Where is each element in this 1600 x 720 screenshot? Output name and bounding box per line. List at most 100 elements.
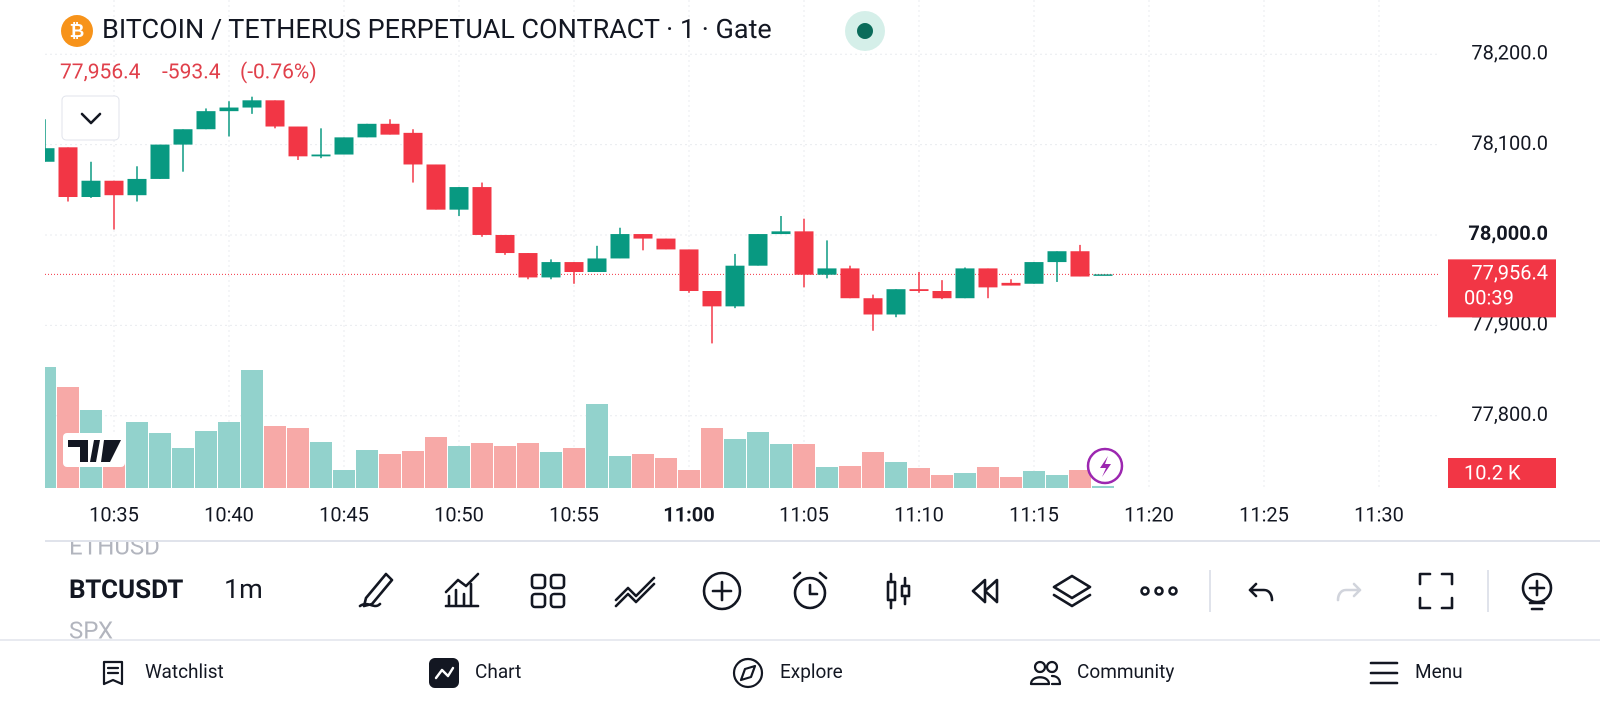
more[interactable] bbox=[1140, 586, 1178, 596]
candle-body bbox=[541, 262, 561, 278]
volume-bar bbox=[402, 451, 424, 488]
candle-body bbox=[978, 268, 998, 288]
volume-bar bbox=[45, 367, 56, 488]
add[interactable] bbox=[702, 571, 742, 611]
candle-body bbox=[58, 147, 78, 198]
candle-body bbox=[633, 234, 653, 239]
x-tick-label: 11:10 bbox=[894, 502, 944, 526]
volume-bar bbox=[494, 446, 516, 488]
volume-bar bbox=[977, 467, 999, 488]
x-tick-label: 11:05 bbox=[779, 502, 829, 526]
coin-icon bbox=[61, 15, 93, 47]
x-tick-label: 10:55 bbox=[549, 502, 599, 526]
volume-bar bbox=[931, 475, 953, 488]
candle-body bbox=[955, 268, 975, 299]
candle-body bbox=[886, 289, 906, 315]
nav-label: Menu bbox=[1415, 660, 1463, 683]
volume-bar bbox=[908, 468, 930, 488]
nav-community[interactable]: Community bbox=[1029, 660, 1174, 686]
volume-bar bbox=[954, 473, 976, 488]
volume-bar bbox=[839, 466, 861, 488]
layouts[interactable] bbox=[530, 573, 566, 609]
candle-body bbox=[472, 187, 492, 235]
nav-chart[interactable]: Chart bbox=[429, 658, 521, 688]
x-tick-label: 10:50 bbox=[434, 502, 484, 526]
volume-bar bbox=[632, 454, 654, 488]
interval[interactable]: 1m bbox=[224, 573, 263, 605]
x-tick-label: 11:30 bbox=[1354, 502, 1404, 526]
volume-bar bbox=[540, 452, 562, 488]
volume-bar bbox=[701, 428, 723, 488]
symbol-title[interactable]: BITCOIN / TETHERUS PERPETUAL CONTRACT · … bbox=[102, 13, 772, 45]
candle-body bbox=[104, 180, 124, 196]
replay[interactable] bbox=[971, 578, 999, 604]
y-tick-label: 78,100.0 bbox=[1471, 131, 1548, 155]
nav-label: Watchlist bbox=[145, 660, 224, 683]
x-tick-label: 10:40 bbox=[204, 502, 254, 526]
volume-bar bbox=[149, 433, 171, 488]
symbol-next[interactable]: SPX bbox=[69, 616, 113, 644]
volume-bar bbox=[1069, 470, 1091, 488]
candle-body bbox=[1070, 251, 1090, 277]
candle-body bbox=[518, 253, 538, 278]
indicators[interactable] bbox=[444, 572, 480, 608]
volume-bar bbox=[471, 443, 493, 488]
y-tick-label: 78,000.0 bbox=[1468, 221, 1548, 245]
volume-bar bbox=[172, 448, 194, 488]
redo bbox=[1336, 582, 1362, 602]
volume-bar bbox=[793, 444, 815, 488]
drawing-tools[interactable] bbox=[358, 572, 394, 608]
volume-bar bbox=[356, 450, 378, 488]
candle-body bbox=[1001, 282, 1021, 286]
fullscreen[interactable] bbox=[1418, 572, 1454, 610]
undo[interactable] bbox=[1248, 582, 1274, 602]
x-tick-label: 11:15 bbox=[1009, 502, 1059, 526]
candle-body bbox=[794, 231, 814, 275]
volume-bar bbox=[770, 444, 792, 488]
candle-body bbox=[1024, 262, 1044, 284]
price-change-pct: (-0.76%) bbox=[240, 61, 317, 85]
ideas[interactable] bbox=[1521, 572, 1553, 611]
collapse-button[interactable] bbox=[61, 95, 120, 141]
volume-bar bbox=[310, 442, 332, 488]
compare[interactable] bbox=[614, 576, 656, 608]
y-tick-label: 77,800.0 bbox=[1471, 402, 1548, 426]
candle-body bbox=[587, 258, 607, 273]
volume-bar bbox=[1000, 477, 1022, 488]
candle-body bbox=[334, 137, 354, 155]
status-dot bbox=[857, 23, 873, 39]
layers[interactable] bbox=[1052, 574, 1092, 608]
volume-bar bbox=[747, 432, 769, 488]
candle-body bbox=[840, 268, 860, 299]
alert[interactable] bbox=[792, 571, 828, 610]
x-tick-label: 11:25 bbox=[1239, 502, 1289, 526]
candle-body bbox=[909, 289, 929, 291]
candle-body bbox=[610, 234, 630, 259]
x-tick-label: 10:45 bbox=[319, 502, 369, 526]
price-tag-label: 77,956.4 bbox=[1471, 261, 1548, 285]
volume-bar bbox=[448, 446, 470, 488]
nav-menu[interactable]: Menu bbox=[1369, 660, 1463, 685]
x-tick-label: 11:00 bbox=[663, 502, 715, 526]
volume-bar bbox=[586, 404, 608, 488]
volume-bar bbox=[517, 443, 539, 488]
last-price: 77,956.4 bbox=[60, 61, 141, 85]
candle-body bbox=[1047, 251, 1067, 263]
candle-body bbox=[679, 249, 699, 291]
candle-body bbox=[656, 238, 676, 250]
candle-body bbox=[219, 107, 239, 112]
chart-style[interactable] bbox=[886, 572, 911, 610]
lightning-icon bbox=[1100, 456, 1111, 477]
price-tag bbox=[1448, 259, 1556, 318]
candle-body bbox=[173, 129, 193, 145]
nav-explore[interactable]: Explore bbox=[732, 657, 843, 689]
symbol-prev[interactable]: ETHUSD bbox=[69, 532, 160, 560]
candle-body bbox=[242, 100, 262, 108]
nav-label: Explore bbox=[780, 660, 843, 683]
volume-bar bbox=[563, 448, 585, 488]
volume-bar bbox=[287, 428, 309, 488]
nav-watchlist[interactable]: Watchlist bbox=[102, 660, 224, 686]
volume-bar bbox=[1092, 485, 1114, 488]
symbol-current[interactable]: BTCUSDT bbox=[69, 575, 183, 605]
